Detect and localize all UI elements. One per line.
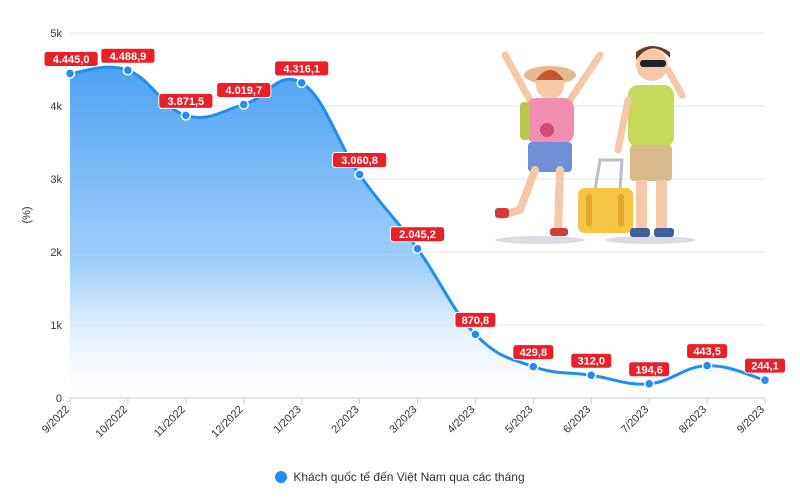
data-label-text: 443,5 [693, 346, 721, 358]
data-label-text: 4.316,1 [283, 63, 320, 75]
data-point [412, 243, 423, 254]
data-label-text: 3.871,5 [167, 96, 204, 108]
data-label: 312,0 [570, 352, 613, 369]
data-label-bg [100, 47, 156, 64]
data-point [122, 65, 134, 76]
data-labels: 4.445,0 4.488,9 3.871,5 4.019,7 4.316,1 3.060… [43, 47, 786, 378]
x-tick-label: 7/2023 [619, 404, 651, 436]
area-fill [70, 67, 765, 398]
legend-label: Khách quốc tế đến Việt Nam qua các tháng [293, 470, 525, 484]
series-area [70, 67, 765, 398]
x-tick-label: 4/2023 [445, 404, 477, 436]
data-label-bg [512, 344, 555, 361]
legend-marker [275, 471, 288, 483]
x-tick-label: 3/2023 [387, 404, 419, 436]
data-point [238, 99, 249, 110]
data-label-text: 4.445,0 [53, 54, 90, 66]
data-label-text: 870,8 [462, 315, 490, 327]
data-label-text: 4.488,9 [110, 51, 147, 63]
y-tick-label: 2k [50, 247, 62, 259]
data-label-bg [274, 60, 330, 77]
data-label-bg [570, 352, 613, 369]
data-label: 870,8 [454, 311, 497, 328]
data-label-text: 3.060,8 [341, 155, 378, 167]
x-tick-label: 2/2023 [329, 404, 361, 436]
x-tick-label: 11/2022 [152, 404, 188, 440]
data-label: 3.060,8 [331, 152, 388, 169]
data-label: 429,8 [512, 344, 555, 361]
data-label-text: 244,1 [751, 361, 779, 373]
data-point [180, 110, 192, 121]
data-label: 4.316,1 [274, 60, 330, 77]
data-label-bg [744, 357, 786, 374]
data-label-bg [43, 51, 99, 68]
data-label-text: 4.019,7 [225, 85, 262, 97]
y-tick-label: 3k [50, 174, 62, 186]
data-label: 4.445,0 [43, 51, 99, 68]
data-label: 4.019,7 [216, 82, 272, 99]
data-point [701, 360, 713, 371]
data-label: 194,6 [628, 361, 671, 378]
y-axis-title: (%) [21, 206, 33, 223]
data-label: 244,1 [744, 357, 786, 374]
data-label-bg [216, 82, 272, 99]
data-point [64, 68, 76, 79]
data-label-bg [331, 152, 388, 169]
series-points [64, 65, 771, 390]
x-tick-label: 10/2022 [93, 404, 130, 441]
data-point [759, 374, 771, 386]
data-label: 4.488,9 [100, 47, 156, 64]
y-tick-label: 4k [50, 101, 62, 113]
data-label-text: 312,0 [577, 356, 605, 368]
data-label: 2.045,2 [389, 226, 446, 243]
data-point [586, 369, 597, 381]
y-tick-label: 0 [56, 393, 62, 405]
y-axis: 0 1k 2k 3k 4k 5k [50, 28, 62, 405]
legend[interactable]: Khách quốc tế đến Việt Nam qua các tháng [0, 470, 800, 484]
data-point [354, 169, 365, 180]
data-label-bg [628, 361, 671, 378]
x-tick-label: 12/2022 [209, 404, 246, 441]
x-axis: 9/2022 10/2022 11/2022 12/2022 1/2023 2/2023 3… [40, 397, 767, 441]
tourists-illustration-icon [495, 46, 695, 244]
data-label-text: 429,8 [520, 347, 548, 359]
x-tick-label: 1/2023 [272, 404, 304, 436]
data-label-bg [454, 311, 497, 328]
data-point [643, 378, 655, 390]
x-tick-label: 8/2023 [677, 404, 709, 436]
data-label-bg [389, 226, 446, 243]
data-label: 443,5 [686, 343, 729, 360]
data-point [528, 361, 539, 372]
data-label-bg [686, 343, 729, 360]
data-point [470, 329, 481, 340]
y-tick-label: 5k [50, 28, 62, 40]
data-label-text: 194,6 [635, 364, 663, 376]
data-point [296, 77, 307, 89]
x-tick-label: 9/2023 [735, 404, 767, 436]
data-label: 3.871,5 [158, 92, 214, 109]
x-tick-label: 9/2022 [40, 404, 72, 436]
data-label-bg [158, 92, 214, 109]
x-tick-label: 5/2023 [503, 404, 535, 436]
data-label-text: 2.045,2 [399, 229, 436, 241]
y-tick-label: 1k [50, 320, 62, 332]
x-tick-label: 6/2023 [561, 404, 593, 436]
